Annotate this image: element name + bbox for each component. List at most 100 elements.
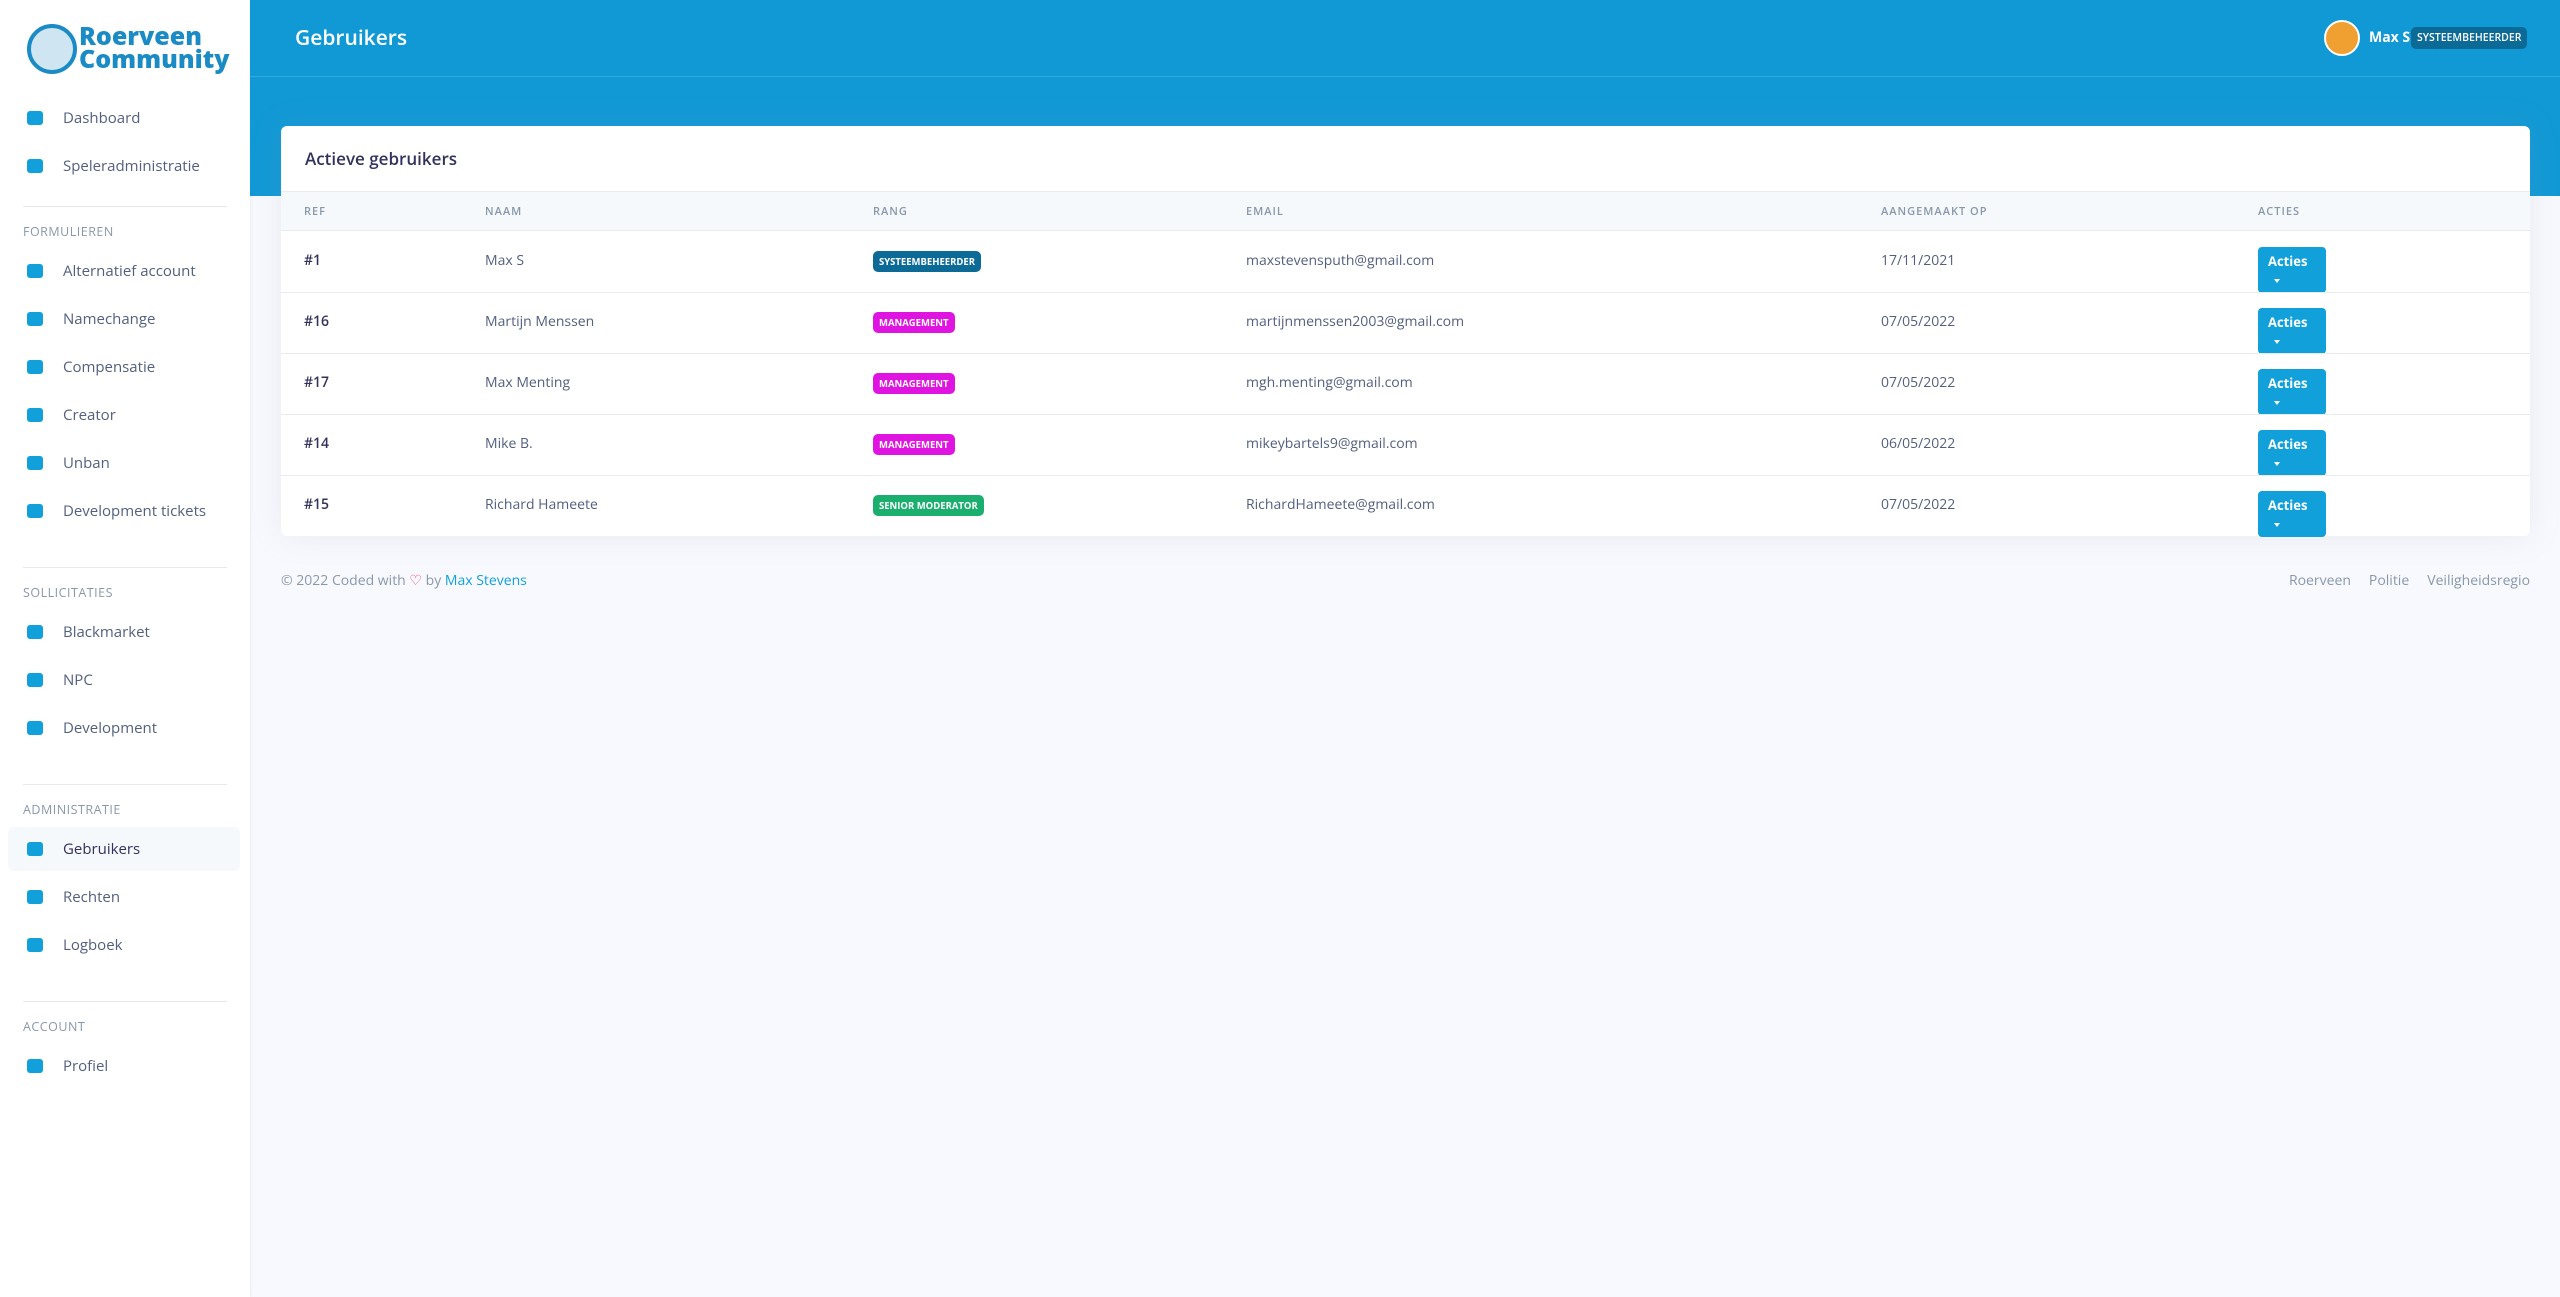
nav-item[interactable]: Logboek: [8, 923, 240, 967]
nav-label: Blackmarket: [63, 622, 150, 642]
nav-icon: [27, 842, 43, 856]
page-title: Gebruikers: [295, 24, 408, 52]
cell: #17: [304, 373, 330, 392]
row-divider: [281, 475, 2530, 476]
cell: 06/05/2022: [1881, 434, 1956, 453]
section-title: FORMULIEREN: [23, 223, 114, 240]
cell: #15: [304, 495, 330, 514]
nav-label: Namechange: [63, 309, 156, 329]
cell: RichardHameete@gmail.com: [1246, 495, 1435, 514]
nav-item[interactable]: Alternatief account: [8, 249, 240, 293]
copyright: © 2022 Coded with: [281, 571, 406, 590]
actions-button[interactable]: Acties: [2258, 369, 2326, 415]
nav-icon: [27, 360, 43, 374]
actions-button[interactable]: Acties: [2258, 247, 2326, 293]
nav-item[interactable]: Compensatie: [8, 345, 240, 389]
section-title: SOLLICITATIES: [23, 584, 113, 601]
nav-item[interactable]: Dashboard: [8, 96, 240, 140]
row-divider: [281, 353, 2530, 354]
by: by: [425, 571, 442, 590]
nav-item[interactable]: Rechten: [8, 875, 240, 919]
footer-left: © 2022 Coded with ♡ by Max Stevens: [281, 571, 527, 590]
column-header: ACTIES: [2258, 204, 2301, 219]
cell: Martijn Menssen: [485, 312, 595, 331]
nav-icon: [27, 673, 43, 687]
cell: 07/05/2022: [1881, 495, 1956, 514]
nav-icon: [27, 408, 43, 422]
cell: martijnmenssen2003@gmail.com: [1246, 312, 1465, 331]
row-divider: [281, 292, 2530, 293]
nav-label: Dashboard: [63, 108, 141, 128]
cell: 07/05/2022: [1881, 312, 1956, 331]
cell: Richard Hameete: [485, 495, 598, 514]
divider: [23, 784, 227, 785]
nav-label: Alternatief account: [63, 261, 196, 281]
cell: Max S: [485, 251, 525, 270]
actions-button[interactable]: Acties: [2258, 491, 2326, 537]
nav-label: Compensatie: [63, 357, 156, 377]
nav-label: NPC: [63, 670, 93, 690]
nav-item[interactable]: NPC: [8, 658, 240, 702]
nav-icon: [27, 312, 43, 326]
nav-icon: [27, 1059, 43, 1073]
nav-label: Development tickets: [63, 501, 207, 521]
column-header: RANG: [873, 204, 908, 219]
nav-icon: [27, 504, 43, 518]
user-name[interactable]: Max S: [2369, 28, 2411, 47]
cell: Mike B.: [485, 434, 533, 453]
brand-line: Roerveen: [79, 19, 202, 53]
cell: mikeybartels9@gmail.com: [1246, 434, 1418, 453]
users-card: Actieve gebruikers REF NAAM RANG EMAIL AANGE…: [281, 126, 2530, 537]
divider: [23, 206, 227, 207]
nav-item[interactable]: Speleradministratie: [8, 144, 240, 188]
actions-button[interactable]: Acties: [2258, 430, 2326, 476]
footer-links: Roerveen Politie Veiligheidsregio: [2289, 571, 2530, 590]
divider: [23, 1001, 227, 1002]
cell: 17/11/2021: [1881, 251, 1956, 270]
cell: #16: [304, 312, 330, 331]
avatar[interactable]: [2324, 20, 2360, 56]
table-head: [281, 191, 2530, 231]
column-header: EMAIL: [1246, 204, 1284, 219]
sidebar: Roerveen Community Dashboard Speleradmini…: [0, 0, 250, 1297]
rank-badge: MANAGEMENT: [873, 312, 955, 333]
nav-label: Unban: [63, 453, 110, 473]
heart: ♡: [409, 571, 422, 590]
nav-item[interactable]: Development tickets: [8, 489, 240, 533]
row-divider: [281, 414, 2530, 415]
nav-item[interactable]: Creator: [8, 393, 240, 437]
nav-label: Speleradministratie: [63, 156, 200, 176]
nav-icon: [27, 111, 43, 125]
nav-item[interactable]: Gebruikers: [8, 827, 240, 871]
nav-label: Logboek: [63, 935, 123, 955]
footer-link[interactable]: Roerveen: [2288, 571, 2351, 590]
footer-link[interactable]: Politie: [2368, 571, 2410, 590]
section-title: ACCOUNT: [23, 1018, 86, 1035]
nav-item[interactable]: Development: [8, 706, 240, 750]
rank-badge: MANAGEMENT: [873, 373, 955, 394]
nav-label: Profiel: [63, 1056, 109, 1076]
nav-icon: [27, 456, 43, 470]
footer-link[interactable]: Veiligheidsregio: [2427, 571, 2530, 590]
section-title: ADMINISTRATIE: [23, 801, 121, 818]
nav-label: Development: [63, 718, 158, 738]
header-divider: [250, 76, 2560, 77]
rank-badge: SENIOR MODERATOR: [873, 495, 984, 516]
actions-button[interactable]: Acties: [2258, 308, 2326, 354]
nav-icon: [27, 938, 43, 952]
nav-item[interactable]: Blackmarket: [8, 610, 240, 654]
cell: #1: [304, 251, 322, 270]
nav-icon: [27, 625, 43, 639]
column-header: AANGEMAAKT OP: [1881, 204, 1988, 219]
card-title: Actieve gebruikers: [305, 147, 458, 170]
rank-badge: SYSTEEMBEHEERDER: [873, 251, 982, 272]
nav-item[interactable]: Unban: [8, 441, 240, 485]
nav-item[interactable]: Profiel: [8, 1044, 240, 1088]
column-header: NAAM: [485, 204, 523, 219]
cell: maxstevensputh@gmail.com: [1246, 251, 1435, 270]
author-link[interactable]: Max Stevens: [444, 571, 527, 590]
nav-icon: [27, 264, 43, 278]
nav-item[interactable]: Namechange: [8, 297, 240, 341]
